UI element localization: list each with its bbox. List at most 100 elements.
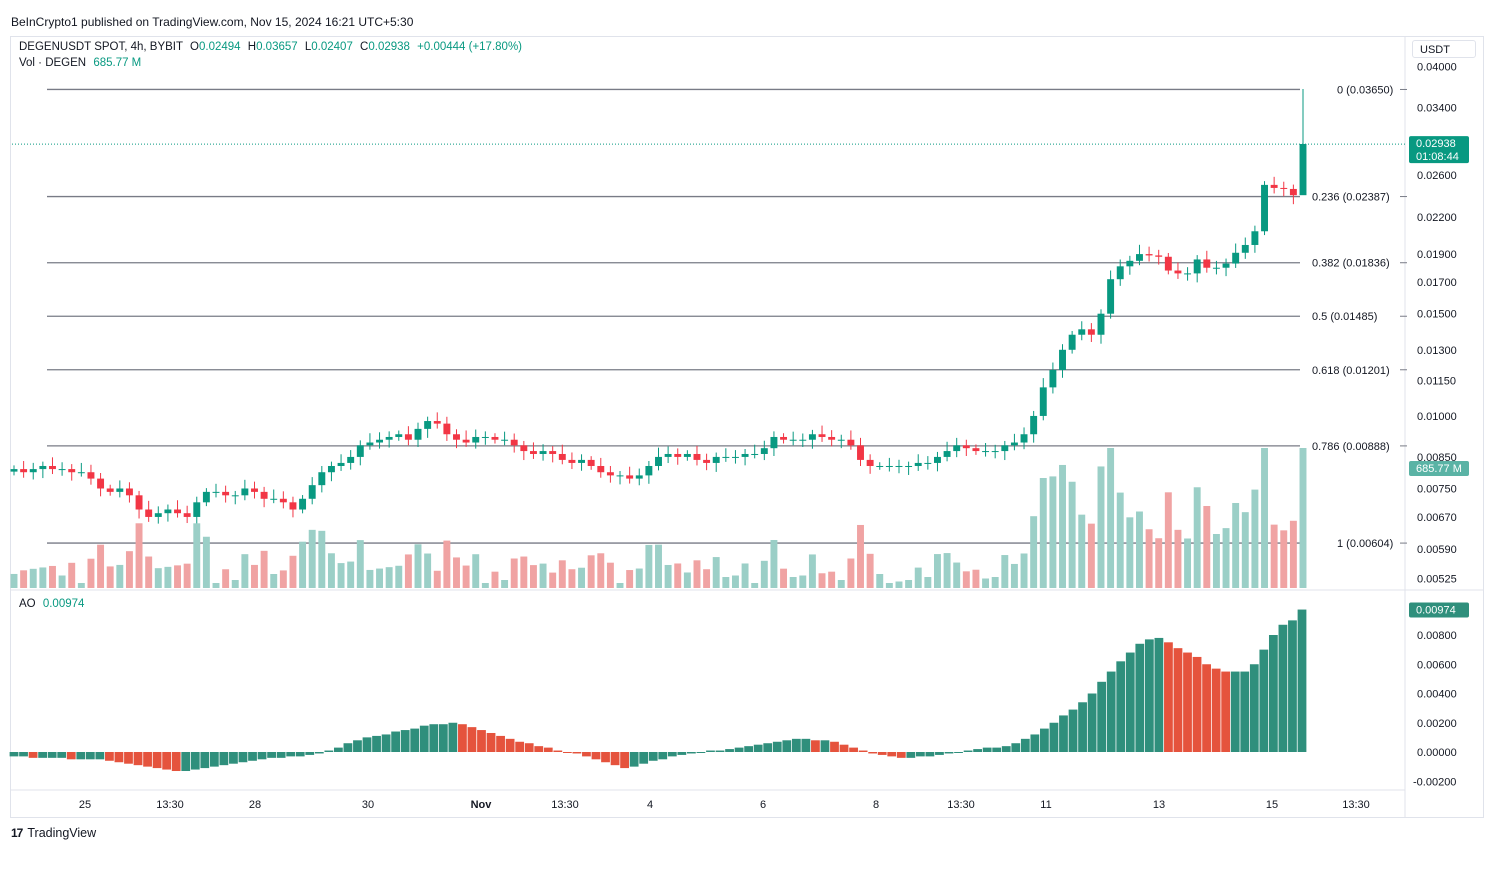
close-label: C — [360, 41, 369, 53]
ao-bar-135 — [1297, 609, 1307, 752]
ao-bar-37 — [362, 737, 372, 752]
price-tick-13: 0.00590 — [1417, 544, 1457, 556]
ao-bar-39 — [381, 734, 391, 752]
ao-bar-59 — [572, 752, 582, 754]
volume-bar-63 — [616, 583, 624, 588]
candle-body-35 — [347, 456, 355, 463]
candle-body-25 — [251, 488, 258, 492]
ao-bar-115 — [1106, 671, 1116, 752]
volume-bar-47 — [462, 565, 470, 588]
ao-bar-7 — [76, 752, 86, 760]
candle-body-93 — [905, 465, 913, 467]
time-label-2: 28 — [249, 799, 261, 811]
ao-bar-108 — [1040, 728, 1049, 752]
candle-body-62 — [606, 472, 614, 476]
fib-label-6: 1 (0.00604) — [1337, 538, 1393, 550]
candle-body-61 — [597, 465, 605, 473]
ao-bar-40 — [391, 731, 401, 752]
candle-body-120 — [1164, 256, 1172, 271]
candle-body-27 — [270, 498, 278, 500]
time-label-12: 15 — [1266, 799, 1278, 811]
candle-body-46 — [453, 434, 460, 440]
volume-bar-101 — [982, 578, 990, 588]
candle-body-130 — [1261, 184, 1268, 232]
price-tick-11: 0.00750 — [1417, 483, 1457, 495]
candle-body-1 — [20, 469, 28, 473]
ao-bar-57 — [553, 750, 563, 752]
volume-bar-85 — [828, 571, 836, 588]
volume-bar-0 — [10, 573, 18, 588]
volume-bar-21 — [212, 583, 220, 588]
change-value: +0.00444 (+17.80%) — [417, 41, 522, 53]
candle-body-134 — [1299, 144, 1307, 196]
ao-bar-70 — [677, 752, 687, 755]
ao-tick-3: 0.00200 — [1417, 718, 1457, 730]
ao-bar-69 — [667, 752, 677, 757]
volume-bar-74 — [722, 577, 730, 588]
volume-bar-2 — [29, 568, 37, 588]
ao-legend: AO 0.00974 — [19, 598, 84, 610]
volume-bar-129 — [1251, 489, 1259, 588]
volume-bar-69 — [674, 563, 682, 588]
ao-bar-2 — [28, 752, 38, 758]
ao-bar-30 — [295, 752, 305, 757]
candle-body-105 — [1020, 434, 1028, 443]
ao-bar-13 — [133, 752, 143, 766]
volume-bar-16 — [164, 566, 172, 588]
ao-bar-51 — [496, 735, 505, 752]
candle-body-102 — [991, 451, 999, 453]
ao-bar-75 — [725, 749, 734, 752]
volume-bar-112 — [1087, 523, 1095, 588]
volume-bar-13 — [135, 523, 143, 588]
volume-bar-78 — [760, 560, 768, 588]
ao-bar-68 — [658, 752, 668, 760]
ao-bar-118 — [1135, 643, 1145, 752]
candle-body-92 — [895, 465, 903, 467]
candle-body-41 — [404, 434, 412, 440]
ao-bar-122 — [1173, 648, 1183, 752]
candle-body-22 — [222, 491, 230, 496]
ao-bar-62 — [601, 752, 610, 763]
volume-bar-93 — [905, 580, 913, 588]
candle-body-44 — [433, 421, 441, 424]
ao-bar-6 — [66, 752, 76, 760]
ao-bar-123 — [1183, 652, 1192, 752]
ao-bar-4 — [47, 752, 57, 758]
candle-body-32 — [318, 472, 326, 486]
candle-body-79 — [770, 436, 778, 449]
candle-body-70 — [683, 453, 691, 457]
candle-body-4 — [49, 465, 56, 470]
ao-bar-79 — [763, 743, 773, 752]
candle-body-52 — [510, 439, 518, 446]
candle-body-34 — [337, 462, 345, 466]
volume-bar-83 — [808, 554, 816, 588]
currency-button[interactable]: USDT — [1412, 40, 1476, 58]
last-price-tag-value: 0.02938 — [1416, 138, 1456, 150]
candle-body-23 — [231, 495, 239, 497]
volume-bar-57 — [558, 560, 566, 588]
volume-bar-131 — [1270, 524, 1278, 588]
candle-body-31 — [308, 485, 316, 499]
candle-body-97 — [943, 451, 951, 457]
volume-bar-111 — [1078, 514, 1086, 588]
ao-tag — [1409, 602, 1469, 618]
candle-body-9 — [97, 478, 105, 489]
volume-bar-8 — [87, 558, 95, 588]
time-label-9: 13:30 — [947, 799, 975, 811]
candle-body-56 — [549, 451, 557, 454]
candle-body-64 — [626, 475, 634, 479]
ao-bar-90 — [868, 752, 878, 754]
candle-body-113 — [1097, 313, 1105, 335]
ao-bar-50 — [486, 732, 496, 752]
tradingview-logo[interactable]: 17 TradingView — [11, 826, 96, 840]
candle-body-109 — [1059, 349, 1066, 370]
candle-body-3 — [39, 465, 47, 470]
candle-body-8 — [87, 472, 95, 479]
volume-bar-9 — [97, 544, 105, 588]
ao-bar-106 — [1020, 738, 1030, 752]
volume-bar-81 — [789, 577, 797, 588]
volume-bar-52 — [510, 558, 518, 588]
candle-body-71 — [693, 453, 701, 460]
ao-bar-99 — [954, 752, 963, 753]
